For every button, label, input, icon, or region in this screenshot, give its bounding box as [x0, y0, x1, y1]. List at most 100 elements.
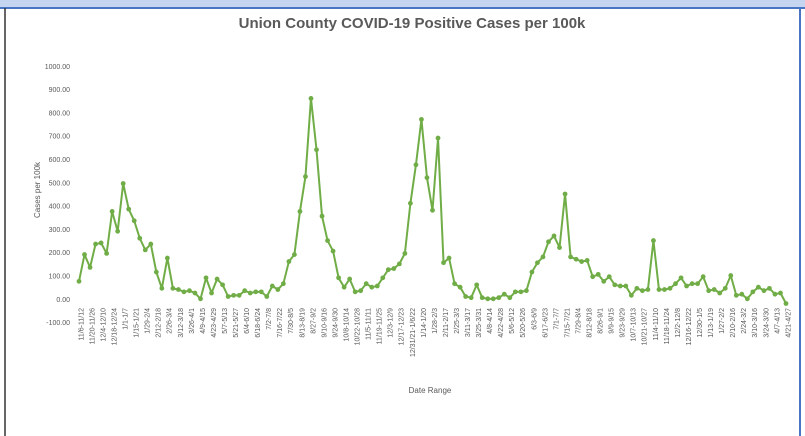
data-point [678, 275, 684, 281]
data-point [347, 276, 353, 282]
data-point [93, 241, 98, 247]
x-tick-label: 8/13-8/19 [299, 308, 306, 338]
data-point [601, 278, 607, 284]
x-tick-label: 2/26-3/4 [167, 308, 174, 334]
data-point [325, 238, 330, 243]
data-point [292, 252, 297, 257]
data-point [446, 255, 452, 261]
x-tick-label: 4/23-4/29 [211, 308, 218, 338]
data-point [385, 267, 391, 273]
data-point [783, 301, 789, 306]
x-tick-label: 4/22-4/28 [498, 308, 505, 338]
x-tick-label: 9/9-9/15 [609, 308, 616, 334]
x-tick-label: 12/30-1/5 [697, 308, 704, 338]
data-point [507, 295, 513, 301]
x-tick-label: 2/10-2/16 [730, 308, 737, 338]
data-point [214, 276, 220, 282]
x-tick-label: 4/9-4/15 [200, 308, 207, 334]
data-point [297, 209, 303, 214]
data-point [667, 285, 673, 291]
x-tick-label: 2/25-3/3 [454, 308, 461, 334]
x-tick-label: 9/10-9/16 [321, 308, 328, 338]
x-tick-label: 4/21-4/27 [785, 308, 792, 338]
x-tick-label: 7/2-7/8 [266, 308, 273, 330]
x-tick-label: 5/20-5/26 [520, 308, 527, 338]
data-point [656, 287, 662, 292]
data-point [634, 285, 640, 291]
data-point [413, 162, 419, 168]
x-tick-label: 1/14-1/20 [421, 308, 428, 338]
data-point [722, 285, 728, 291]
data-point [115, 228, 121, 234]
data-point [755, 284, 761, 290]
x-tick-label: 3/12-3/18 [178, 308, 185, 338]
data-point [231, 292, 237, 298]
data-point [247, 290, 253, 296]
data-point [153, 269, 159, 275]
data-point [314, 147, 319, 153]
y-tick-label: 500.00 [49, 180, 71, 187]
data-point [778, 290, 783, 296]
y-tick-label: 700.00 [49, 134, 71, 141]
data-point [396, 261, 402, 267]
data-point [584, 257, 590, 263]
data-point [170, 285, 176, 291]
data-point [562, 191, 568, 197]
data-point [617, 283, 623, 289]
x-tick-label: 6/17-6/23 [542, 308, 549, 338]
y-tick-label: -100.00 [46, 320, 70, 327]
data-point [286, 259, 292, 264]
data-point [772, 291, 778, 297]
x-tick-label: 1/28-2/3 [432, 308, 439, 334]
x-tick-label: 3/11-3/17 [465, 308, 472, 337]
data-point [120, 181, 126, 186]
data-point [275, 287, 281, 292]
data-point [176, 287, 181, 292]
data-point [457, 284, 463, 290]
x-tick-label: 12/31/21-1/6/22 [410, 308, 417, 357]
x-tick-label: 5/21-5/27 [233, 308, 240, 338]
x-tick-label: 4/7-4/13 [774, 308, 781, 334]
data-point [419, 117, 424, 122]
data-point [242, 288, 248, 294]
x-tick-label: 1/15-1/21 [134, 308, 141, 338]
data-point [645, 287, 651, 292]
y-axis-label: Cases per 100k [33, 161, 42, 218]
x-tick-label: 10/21-10/27 [642, 308, 649, 345]
x-tick-label: 12/18-12/24 [111, 308, 118, 345]
data-point [717, 290, 723, 296]
x-tick-label: 11/20-11/26 [89, 308, 96, 344]
x-tick-label: 6/18-6/24 [255, 308, 262, 338]
x-tick-label: 11/5-11/11 [366, 308, 373, 340]
x-tick-label: 1/27-2/2 [719, 308, 726, 334]
data-point [579, 259, 585, 264]
y-tick-label: 400.00 [49, 204, 71, 211]
data-point [374, 283, 380, 289]
x-tick-label: 7/16-7/22 [277, 308, 284, 338]
data-point [220, 282, 226, 288]
x-tick-label: 3/10-3/16 [752, 308, 759, 338]
data-point [623, 283, 629, 289]
x-tick-label: 2/11-2/17 [443, 308, 450, 337]
data-point [518, 289, 524, 295]
data-point [535, 260, 540, 266]
data-point [424, 175, 430, 181]
data-point [408, 200, 413, 206]
x-tick-label: 11/19-11/25 [377, 308, 384, 344]
data-point [595, 271, 601, 277]
data-point [689, 281, 695, 287]
data-point [131, 218, 137, 224]
x-tick-label: 7/1-7/7 [553, 308, 560, 330]
x-tick-label: 1/13-1/19 [708, 308, 715, 338]
data-point [236, 292, 242, 298]
data-point [435, 135, 441, 141]
x-tick-label: 2/12-2/18 [156, 308, 163, 338]
data-point [269, 283, 275, 289]
data-point [303, 174, 308, 179]
y-tick-label: 300.00 [49, 227, 71, 234]
window-bar [0, 0, 805, 8]
data-point [767, 285, 772, 291]
data-point [391, 266, 397, 271]
x-tick-label: 6/4-6/10 [244, 308, 251, 334]
data-point [557, 245, 562, 250]
